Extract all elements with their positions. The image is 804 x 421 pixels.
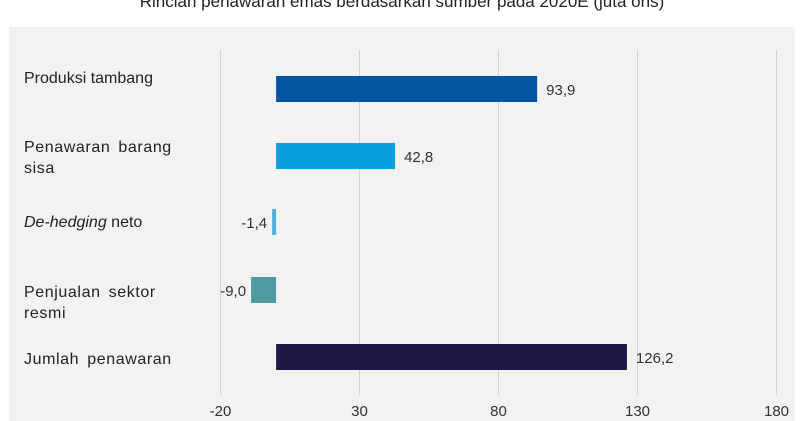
category-label-penawaran-barang-sisa: Penawaran barang sisa xyxy=(24,139,172,177)
category-label-jumlah-penawaran: Jumlah penawaran xyxy=(24,351,172,368)
bar xyxy=(251,277,277,303)
x-tick-label: 80 xyxy=(490,403,507,420)
chart-title: Rincian penawaran emas berdasarkan sumbe… xyxy=(139,0,665,11)
x-tick-label: -20 xyxy=(210,403,232,420)
bar xyxy=(272,209,277,235)
data-label: 42,8 xyxy=(404,149,433,166)
x-tick-label: 180 xyxy=(764,403,789,420)
x-tick-label: 130 xyxy=(625,403,650,420)
category-label-de-hedging-neto: De-hedging neto xyxy=(24,214,143,231)
bar xyxy=(276,344,627,370)
data-label: 93,9 xyxy=(546,82,575,99)
data-label: -1,4 xyxy=(241,215,267,232)
data-label: 126,2 xyxy=(636,350,674,367)
bar xyxy=(276,143,396,169)
category-label-produksi-tambang: Produksi tambang xyxy=(24,70,153,87)
x-tick-label: 30 xyxy=(351,403,368,420)
data-label: -9,0 xyxy=(220,283,246,300)
bar xyxy=(276,76,538,102)
category-label-penjualan-sektor-resmi: Penjualan sektor resmi xyxy=(24,284,156,322)
